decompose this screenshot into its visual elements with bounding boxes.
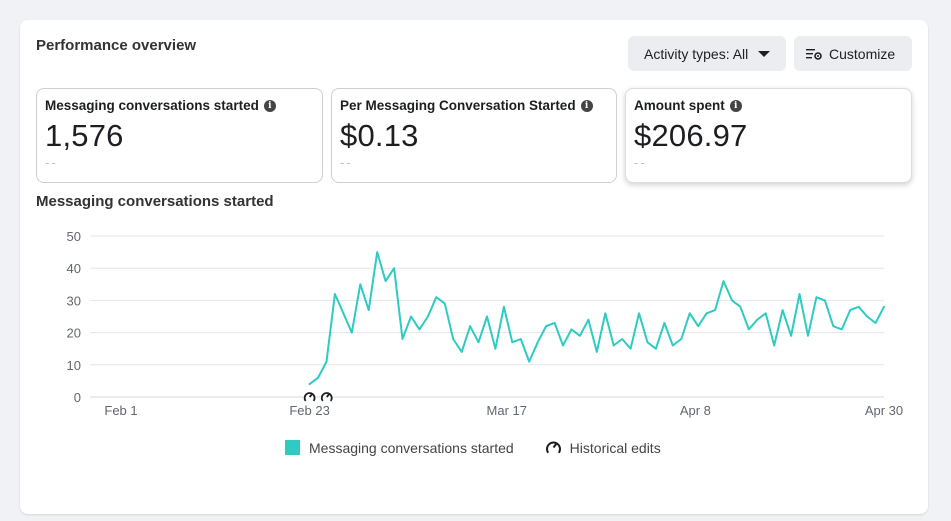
metric-label: Per Messaging Conversation Started — [340, 98, 576, 113]
metric-value: $206.97 — [634, 118, 748, 153]
metric-value: $0.13 — [340, 118, 419, 153]
y-tick-label: 50 — [67, 229, 81, 244]
x-tick-label: Apr 30 — [865, 403, 903, 418]
metric-comparison: -- — [634, 155, 647, 170]
x-tick-label: Feb 23 — [289, 403, 329, 418]
y-tick-label: 40 — [67, 261, 81, 276]
y-tick-label: 0 — [74, 390, 81, 405]
metric-label: Messaging conversations started — [45, 98, 259, 113]
legend-label-series: Messaging conversations started — [309, 439, 514, 456]
info-icon[interactable]: i — [263, 99, 276, 112]
customize-button[interactable]: Customize — [794, 36, 912, 71]
metric-card-amount-spent[interactable]: Amount spent i $206.97 -- — [625, 88, 912, 183]
metric-comparison: -- — [340, 155, 353, 170]
chart-title: Messaging conversations started — [36, 193, 274, 210]
chart-legend: Messaging conversations started Historic… — [285, 439, 661, 456]
metric-label-row: Amount spent i — [634, 98, 911, 113]
x-tick-label: Feb 1 — [104, 403, 137, 418]
metric-card-cost-per-conversation[interactable]: Per Messaging Conversation Started i $0.… — [331, 88, 617, 183]
metric-label-row: Messaging conversations started i — [45, 98, 322, 113]
metric-card-conversations[interactable]: Messaging conversations started i 1,576 … — [36, 88, 323, 183]
metric-label-row: Per Messaging Conversation Started i — [340, 98, 616, 113]
y-tick-label: 10 — [67, 358, 81, 373]
activity-types-dropdown[interactable]: Activity types: All — [628, 36, 786, 71]
activity-types-label: Activity types: All — [644, 45, 749, 62]
historical-edits-icon — [545, 441, 561, 454]
y-tick-label: 30 — [67, 293, 81, 308]
customize-icon — [806, 48, 822, 60]
x-tick-label: Mar 17 — [487, 403, 527, 418]
metric-comparison: -- — [45, 155, 58, 170]
legend-label-edits: Historical edits — [569, 439, 661, 456]
historical-edit-marker[interactable] — [303, 390, 317, 404]
x-tick-label: Apr 8 — [680, 403, 711, 418]
historical-edit-marker[interactable] — [320, 390, 334, 404]
metric-label: Amount spent — [634, 98, 725, 113]
caret-down-icon — [758, 50, 771, 57]
page-title: Performance overview — [36, 37, 197, 54]
y-tick-label: 20 — [67, 326, 81, 341]
series-line — [308, 251, 885, 386]
metric-value: 1,576 — [45, 118, 124, 153]
info-icon[interactable]: i — [729, 99, 742, 112]
legend-swatch-series — [285, 440, 300, 455]
info-icon[interactable]: i — [580, 99, 593, 112]
customize-label: Customize — [829, 45, 896, 62]
